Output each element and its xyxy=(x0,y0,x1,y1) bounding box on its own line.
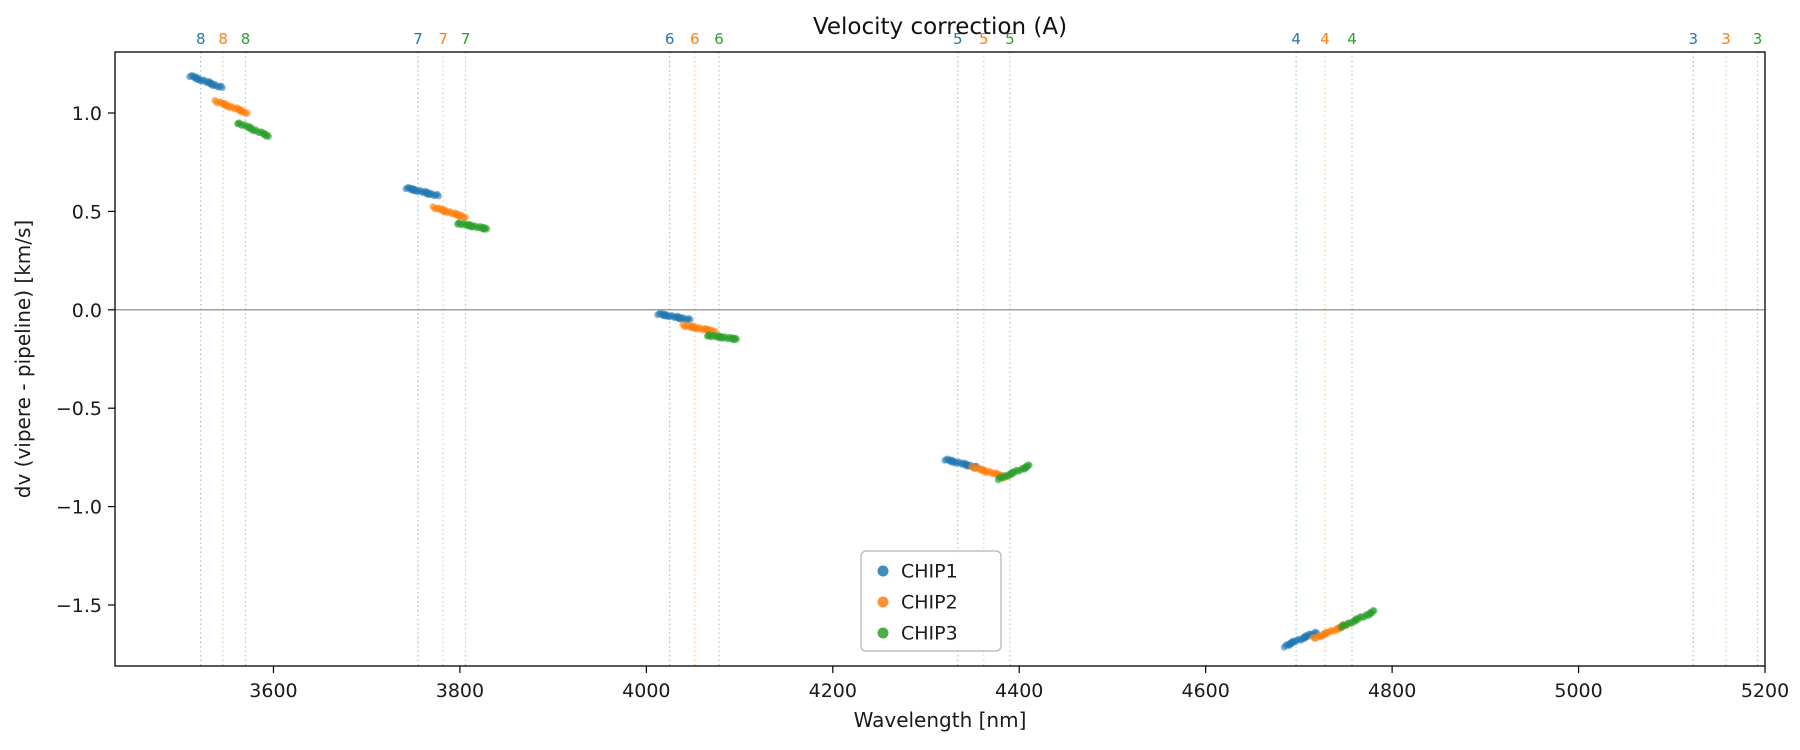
order-label-chip2: 4 xyxy=(1320,30,1330,48)
order-label-chip2: 5 xyxy=(979,30,989,48)
data-point xyxy=(483,225,491,233)
chart-title: Velocity correction (A) xyxy=(813,14,1067,40)
legend-label-chip1: CHIP1 xyxy=(901,561,958,583)
x-tick-label: 4600 xyxy=(1181,680,1229,702)
order-label-chip2: 7 xyxy=(438,30,448,48)
series-chip2 xyxy=(211,96,1351,643)
legend-box xyxy=(860,550,1002,652)
legend-marker-chip1 xyxy=(877,565,889,577)
x-tick-label: 5200 xyxy=(1741,680,1789,702)
order-label-chip3: 5 xyxy=(1005,30,1015,48)
y-tick-label: −1.0 xyxy=(56,497,102,519)
data-point xyxy=(1370,607,1378,615)
order-label-chip1: 3 xyxy=(1688,30,1698,48)
data-point xyxy=(1026,462,1033,469)
order-label-chip2: 3 xyxy=(1721,30,1731,48)
series-chip1 xyxy=(186,71,1321,651)
y-tick-label: −1.5 xyxy=(56,595,102,617)
x-tick-label: 4200 xyxy=(809,680,857,702)
order-label-chip1: 5 xyxy=(953,30,963,48)
order-label-chip2: 8 xyxy=(218,30,228,48)
data-point xyxy=(733,336,741,343)
y-tick-label: 0.0 xyxy=(72,300,102,322)
order-label-chip3: 3 xyxy=(1753,30,1763,48)
legend: CHIP1 CHIP2 CHIP3 xyxy=(860,550,1002,652)
order-label-chip3: 7 xyxy=(461,30,471,48)
x-tick-label: 4800 xyxy=(1368,680,1416,702)
data-point xyxy=(265,133,273,141)
data-point xyxy=(244,109,251,117)
legend-marker-chip3 xyxy=(877,627,889,639)
data-point xyxy=(686,316,694,324)
x-tick-label: 4000 xyxy=(622,680,670,702)
data-point xyxy=(462,213,469,221)
order-label-chip3: 6 xyxy=(714,30,724,48)
data-point xyxy=(219,84,226,92)
x-tick-label: 5000 xyxy=(1554,680,1602,702)
y-axis-label: dv (vipere - pipeline) [km/s] xyxy=(11,220,35,498)
plot-border xyxy=(114,51,1766,667)
order-label-chip1: 7 xyxy=(413,30,423,48)
order-label-chip1: 4 xyxy=(1291,30,1301,48)
y-tick-label: 1.0 xyxy=(72,103,102,125)
legend-label-chip3: CHIP3 xyxy=(901,623,958,645)
y-tick-label: 0.5 xyxy=(72,201,102,223)
x-tick-label: 3800 xyxy=(436,680,484,702)
order-label-chip3: 4 xyxy=(1347,30,1357,48)
order-label-chip2: 6 xyxy=(690,30,700,48)
order-label-chip3: 8 xyxy=(241,30,251,48)
legend-label-chip2: CHIP2 xyxy=(901,592,958,614)
data-point xyxy=(435,192,442,200)
x-axis-label: Wavelength [nm] xyxy=(854,708,1027,732)
y-tick-label: −0.5 xyxy=(56,398,102,420)
x-tick-label: 4400 xyxy=(995,680,1043,702)
series-chip3 xyxy=(234,119,1378,632)
legend-marker-chip2 xyxy=(877,596,889,608)
order-label-chip1: 8 xyxy=(196,30,206,48)
x-tick-label: 3600 xyxy=(249,680,297,702)
order-label-chip1: 6 xyxy=(665,30,675,48)
